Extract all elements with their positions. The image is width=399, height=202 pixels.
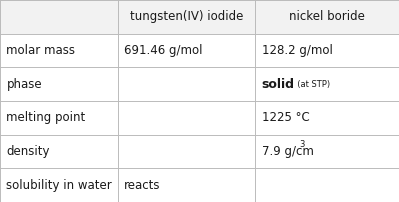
Bar — [255, 0, 399, 34]
Bar — [0, 0, 118, 34]
Text: 1225 °C: 1225 °C — [262, 111, 310, 124]
Text: 3: 3 — [299, 140, 304, 149]
Bar — [118, 0, 255, 34]
Text: solubility in water: solubility in water — [6, 179, 112, 192]
Text: (at STP): (at STP) — [292, 80, 330, 89]
Text: 691.46 g/mol: 691.46 g/mol — [124, 44, 203, 57]
Text: 128.2 g/mol: 128.2 g/mol — [262, 44, 333, 57]
Text: melting point: melting point — [6, 111, 86, 124]
Text: density: density — [6, 145, 50, 158]
Text: phase: phase — [6, 78, 42, 91]
Text: 7.9 g/cm: 7.9 g/cm — [262, 145, 314, 158]
Text: reacts: reacts — [124, 179, 160, 192]
Text: tungsten(IV) iodide: tungsten(IV) iodide — [130, 10, 243, 23]
Text: solid: solid — [262, 78, 295, 91]
Text: molar mass: molar mass — [6, 44, 75, 57]
Text: nickel boride: nickel boride — [289, 10, 365, 23]
